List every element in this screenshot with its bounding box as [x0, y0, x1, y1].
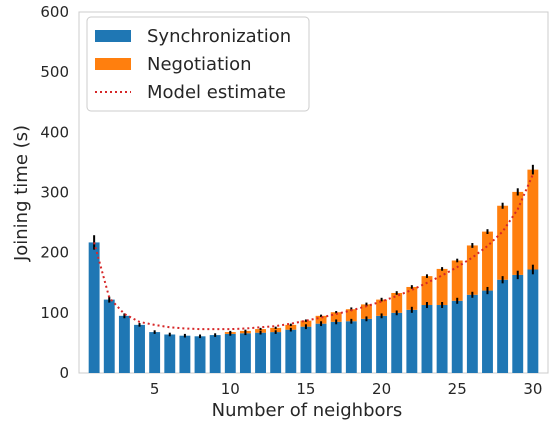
legend-label: Model estimate — [147, 82, 286, 103]
synchronization-bar — [179, 335, 191, 373]
synchronization-bar — [436, 305, 448, 373]
synchronization-bar — [527, 269, 539, 373]
negotiation-bar — [300, 320, 312, 327]
synchronization-bar — [482, 290, 493, 373]
x-axis-ticks: 5 10 15 20 25 30 — [150, 380, 543, 398]
y-tick-label: 300 — [40, 184, 69, 202]
synchronization-bar — [345, 321, 357, 373]
y-tick-label: 500 — [40, 63, 69, 81]
model-estimate-line-group — [93, 174, 534, 331]
y-tick-label: 600 — [40, 3, 69, 21]
x-tick-label: 5 — [150, 380, 160, 398]
legend-label: Negotiation — [147, 54, 252, 75]
synchronization-bar — [239, 333, 251, 373]
synchronization-bar — [134, 324, 145, 373]
negotiation-bar — [436, 268, 448, 306]
synchronization-bar — [466, 294, 478, 373]
synchronization-bar — [149, 332, 161, 373]
negotiation-bar — [497, 205, 509, 280]
negotiation-bar — [391, 292, 403, 313]
synchronization-bar — [285, 329, 297, 373]
x-tick-label: 20 — [372, 380, 391, 398]
negotiation-bar — [451, 260, 463, 301]
synchronization-bar — [88, 242, 100, 373]
synchronization-bar — [376, 315, 388, 373]
negotiation-bar — [482, 231, 493, 291]
model-estimate-line — [93, 174, 534, 331]
y-tick-label: 100 — [40, 304, 69, 322]
synchronization-bar — [164, 334, 176, 373]
synchronization-bar — [421, 305, 433, 373]
synchronization-bar — [330, 321, 342, 373]
negotiation-bar — [285, 324, 297, 330]
negotiation-bar — [512, 191, 524, 275]
x-tick-label: 15 — [296, 380, 315, 398]
x-axis-label: Number of neighbors — [212, 400, 403, 421]
legend: Synchronization Negotiation Model estimate — [86, 16, 310, 112]
synchronization-bar — [512, 274, 524, 373]
synchronization-bar — [270, 332, 282, 373]
synchronization-bar — [224, 333, 236, 373]
synchronization-bar — [194, 336, 206, 373]
synchronization-bar — [451, 300, 463, 373]
legend-label: Synchronization — [147, 26, 291, 47]
y-tick-label: 0 — [59, 364, 69, 382]
legend-swatch — [95, 58, 131, 70]
y-axis-label: Joining time (s) — [11, 125, 32, 262]
synchronization-bar — [103, 299, 115, 373]
negotiation-bar — [315, 315, 327, 324]
negotiation-bar — [376, 299, 388, 316]
negotiation-bar — [270, 327, 282, 333]
synchronization-bar — [315, 323, 327, 373]
negotiation-bar — [406, 286, 418, 310]
synchronization-bar — [300, 326, 312, 373]
synchronization-bar — [118, 315, 130, 373]
synchronization-bar — [255, 332, 266, 373]
plot-frame — [78, 11, 549, 374]
legend-box — [86, 16, 310, 112]
synchronization-bar — [209, 335, 221, 373]
y-axis-ticks: 0 100 200 300 400 500 600 — [40, 3, 69, 382]
negotiation-bar — [466, 245, 478, 295]
x-tick-label: 10 — [221, 380, 240, 398]
negotiation-bar — [345, 309, 357, 322]
plot-border — [78, 11, 549, 374]
negotiation-bar — [527, 169, 539, 270]
y-tick-label: 400 — [40, 123, 69, 141]
synchronization-bar — [497, 279, 509, 373]
y-tick-label: 200 — [40, 244, 69, 262]
negotiation-bar — [330, 312, 342, 322]
error-bars — [93, 164, 534, 339]
x-tick-label: 30 — [523, 380, 542, 398]
x-tick-label: 25 — [448, 380, 467, 398]
synchronization-bar — [391, 312, 403, 373]
negotiation-bar — [361, 304, 372, 319]
synchronization-bar — [406, 309, 418, 373]
synchronization-bar — [361, 318, 372, 373]
legend-swatch — [95, 30, 131, 42]
bars — [88, 169, 539, 373]
negotiation-bar — [421, 276, 433, 306]
